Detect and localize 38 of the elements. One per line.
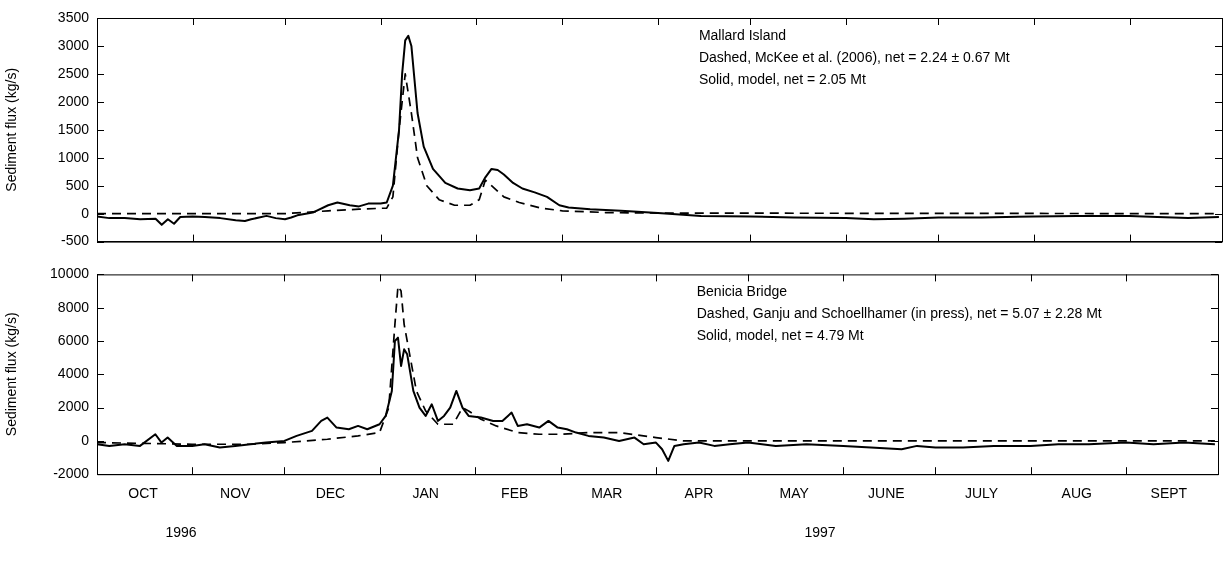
- annotation: Dashed, McKee et al. (2006), net = 2.24 ± 0.67 Mt: [698, 48, 1010, 65]
- x-tick-label: APR: [684, 485, 714, 502]
- y-tick-label: 2000: [57, 92, 90, 109]
- x-tick-label: JUNE: [868, 485, 905, 502]
- y-tick-label: 2000: [57, 398, 90, 415]
- y-tick-label: 0: [81, 431, 90, 448]
- x-tick-label: JULY: [964, 485, 999, 502]
- annotation: Solid, model, net = 4.79 Mt: [696, 327, 864, 344]
- y-tick-label: -500: [60, 232, 90, 249]
- y-tick-label: 1000: [57, 148, 90, 165]
- x-tick-label: OCT: [128, 485, 159, 502]
- y-tick-label: 4000: [57, 365, 90, 382]
- y-tick-label: -2000: [53, 465, 90, 482]
- y-axis-title: Sediment flux (kg/s): [3, 67, 20, 192]
- x-tick-label: MAR: [591, 485, 623, 502]
- x-tick-label: JAN: [412, 485, 439, 502]
- annotation: Benicia Bridge: [696, 283, 788, 300]
- y-tick-label: 500: [65, 176, 90, 193]
- y-axis-title: Sediment flux (kg/s): [3, 312, 20, 437]
- annotation: Mallard Island: [698, 26, 787, 43]
- y-tick-label: 3000: [57, 36, 90, 53]
- y-tick-label: 3500: [57, 8, 90, 25]
- x-tick-label: FEB: [501, 485, 529, 502]
- annotation: Dashed, Ganju and Schoellhamer (in press), net = 5.07 ± 2.28 Mt: [696, 305, 1102, 322]
- x-tick-label: AUG: [1061, 485, 1092, 502]
- x-tick-label: MAY: [779, 485, 810, 502]
- y-tick-label: 10000: [50, 265, 90, 282]
- x-tick-label: SEPT: [1150, 485, 1188, 502]
- annotation: Solid, model, net = 2.05 Mt: [698, 70, 866, 87]
- y-tick-label: 1500: [57, 120, 90, 137]
- y-tick-label: 8000: [57, 298, 90, 315]
- x-tick-label: NOV: [220, 485, 252, 502]
- y-tick-label: 0: [81, 204, 90, 221]
- text: 1997: [804, 524, 836, 541]
- text: 1996: [165, 524, 197, 541]
- x-tick-label: DEC: [315, 485, 346, 502]
- y-tick-label: 6000: [57, 331, 90, 348]
- y-tick-label: 2500: [57, 64, 90, 81]
